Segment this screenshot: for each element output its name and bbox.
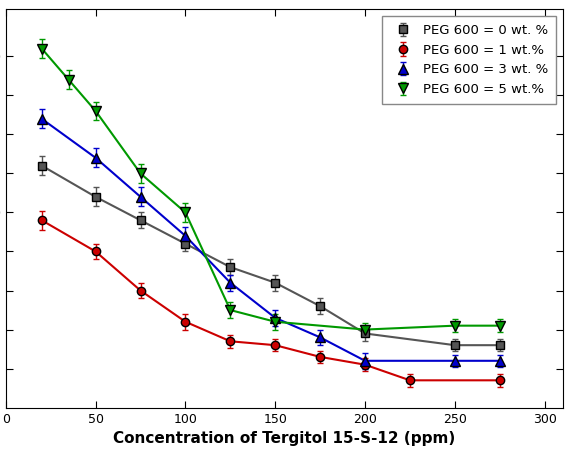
Legend: PEG 600 = 0 wt. %, PEG 600 = 1 wt.%, PEG 600 = 3 wt. %, PEG 600 = 5 wt.%: PEG 600 = 0 wt. %, PEG 600 = 1 wt.%, PEG… [382, 16, 556, 104]
X-axis label: Concentration of Tergitol 15-S-12 (ppm): Concentration of Tergitol 15-S-12 (ppm) [113, 431, 455, 446]
